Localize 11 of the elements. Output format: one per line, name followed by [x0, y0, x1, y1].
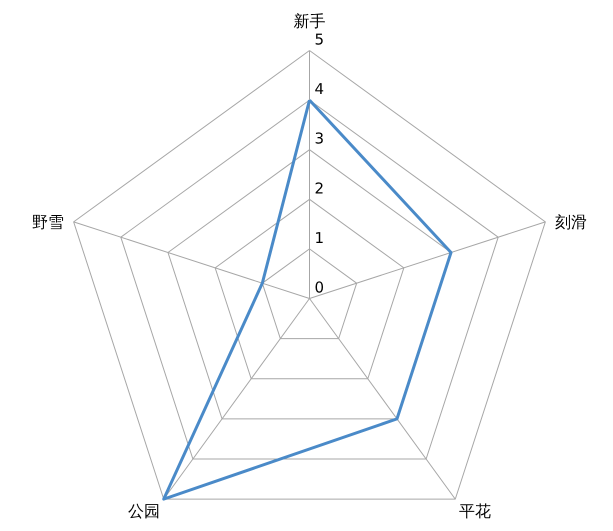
y-tick-label: 1 — [314, 228, 324, 247]
spoke-label: 野雪 — [32, 212, 64, 232]
spoke-label: 新手 — [294, 12, 326, 30]
spoke-label: 公园 — [128, 502, 160, 521]
y-tick-label: 4 — [314, 80, 324, 98]
y-tick-label: 5 — [314, 30, 324, 48]
spoke-label: 平花 — [458, 502, 491, 521]
y-tick-label: 0 — [314, 278, 324, 296]
y-tick-label: 2 — [314, 179, 324, 198]
spoke-label: 刻滑 — [554, 212, 587, 232]
y-tick-label: 3 — [314, 130, 324, 148]
